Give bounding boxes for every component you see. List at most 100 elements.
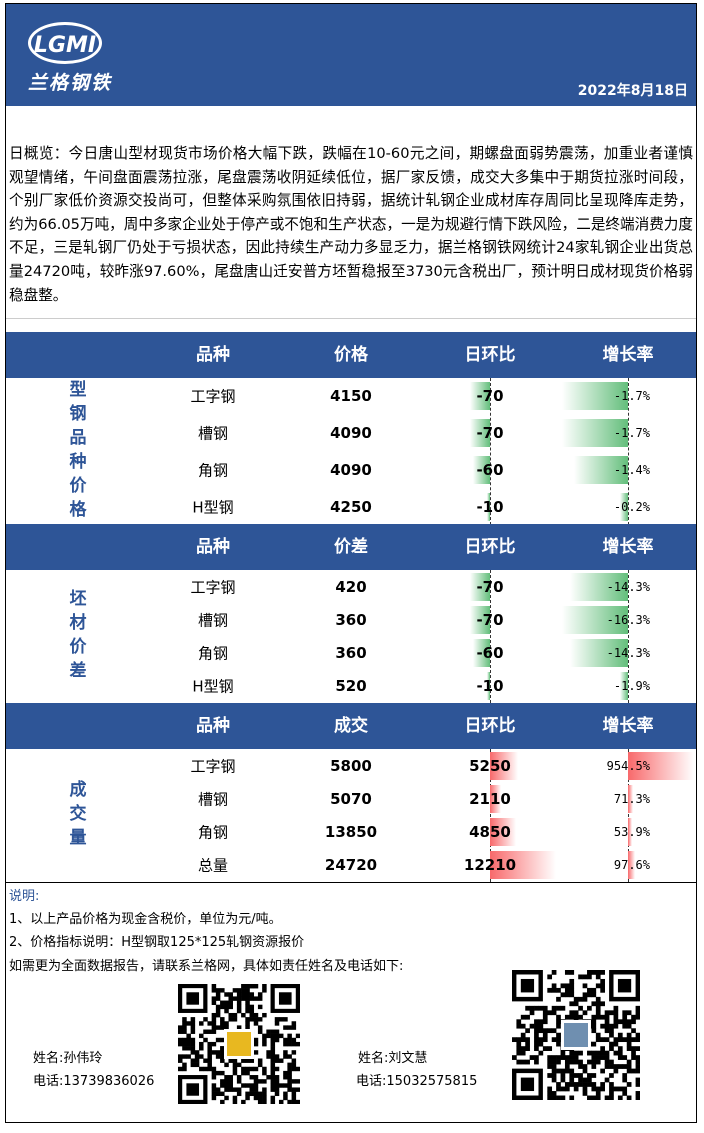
contact-name: 姓名:孙伟玲 (33, 1051, 103, 1066)
qr-module (203, 1037, 208, 1043)
value: 5070 (330, 789, 372, 808)
qr-module (287, 1075, 292, 1080)
qr-module (609, 1028, 614, 1034)
qr-module (600, 970, 605, 975)
qr-module (520, 1023, 526, 1029)
qr-module (582, 992, 588, 998)
qr-module (207, 1029, 212, 1034)
qr-module (595, 1014, 601, 1020)
qr-module (613, 1037, 619, 1043)
qr-module (626, 1019, 632, 1025)
qr-module (178, 1025, 183, 1030)
qr-module (569, 1095, 575, 1100)
qr-module (551, 1073, 557, 1078)
qr-module (228, 1083, 233, 1088)
qr-module (211, 1012, 217, 1018)
qr-module (236, 992, 242, 997)
variety: 角钢 (197, 461, 229, 480)
qr-module (287, 1083, 292, 1088)
qr-module (228, 992, 233, 997)
column-header: 品种 (196, 345, 230, 365)
qr-module (215, 1050, 221, 1055)
qr-module (600, 983, 605, 989)
qr-module (287, 1025, 292, 1030)
value: 5800 (330, 756, 372, 775)
qr-module (538, 1050, 544, 1056)
qr-module (241, 1083, 246, 1088)
bar-negative (470, 419, 490, 448)
qr-module (207, 1050, 212, 1055)
qr-module (241, 1066, 246, 1072)
qr-module (270, 1099, 276, 1104)
qr-module (520, 1014, 526, 1020)
variety: 槽钢 (197, 790, 229, 809)
qr-module (241, 988, 246, 993)
qr-module (578, 974, 583, 980)
qr-module (569, 1077, 575, 1083)
qr-module (194, 1050, 200, 1055)
qr-module (626, 1023, 632, 1029)
qr-module (232, 1070, 238, 1076)
qr-module (232, 1058, 238, 1063)
qr-module (631, 1019, 636, 1025)
qr-module (564, 1086, 570, 1092)
qr-module (569, 1082, 575, 1087)
qr-module (635, 1037, 640, 1043)
axis-line (628, 570, 629, 703)
qr-module (569, 1059, 575, 1065)
variety: 角钢 (197, 644, 229, 663)
qr-module (190, 1058, 196, 1063)
qr-module (186, 992, 200, 1005)
qr-module (215, 1054, 221, 1059)
qr-module (182, 1041, 187, 1047)
section-label-text: 坯材价差 (65, 588, 86, 685)
qr-module (595, 1050, 601, 1056)
qr-module (582, 974, 588, 980)
qr-module (609, 1073, 614, 1078)
qr-module (622, 1010, 628, 1016)
qr-module (270, 1070, 276, 1076)
qr-module (291, 1079, 297, 1084)
value: 360 (335, 610, 367, 629)
qr-module (556, 1037, 561, 1043)
qr-module (224, 1008, 229, 1014)
qr-module (199, 1046, 204, 1051)
qr-module (534, 1005, 539, 1011)
contact-name: 姓名:刘文慧 (358, 1051, 428, 1066)
qr-module (613, 1010, 619, 1016)
qr-module (542, 1046, 548, 1051)
column-header: 价格 (334, 345, 368, 365)
qr-module (609, 1023, 614, 1029)
bar-negative (562, 419, 628, 448)
column-header: 品种 (196, 537, 230, 557)
qr-module (274, 1017, 280, 1022)
qr-module (194, 1062, 200, 1068)
qr-module (551, 1028, 557, 1034)
qr-module (613, 1041, 619, 1047)
qr-module (224, 1079, 229, 1084)
change: -60 (476, 460, 504, 479)
qr-module (626, 1064, 632, 1069)
qr-module (573, 1082, 579, 1087)
qr-module (604, 1010, 610, 1016)
qr-module (207, 1041, 212, 1047)
qr-module (525, 1037, 530, 1043)
qr-module (569, 1050, 575, 1056)
bar-positive (628, 818, 632, 847)
qr-module (224, 1062, 229, 1068)
value: 24720 (324, 856, 378, 875)
growth: 53.9% (613, 825, 650, 840)
value: 4090 (330, 460, 372, 479)
qr-module (551, 987, 557, 993)
qr-module (534, 1023, 539, 1029)
qr-module (587, 1082, 592, 1087)
qr-module (220, 1079, 225, 1084)
qr-module (617, 1086, 623, 1092)
qr-module (215, 992, 221, 997)
qr-module (635, 1068, 640, 1074)
qr-module (253, 1041, 259, 1047)
qr-module (573, 1073, 579, 1078)
qr-module (245, 1091, 250, 1097)
qr-module (266, 1075, 271, 1080)
qr-module (224, 992, 229, 997)
